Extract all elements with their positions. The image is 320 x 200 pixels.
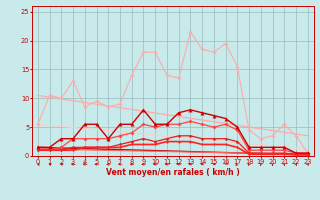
X-axis label: Vent moyen/en rafales ( km/h ): Vent moyen/en rafales ( km/h ) [106, 168, 240, 177]
